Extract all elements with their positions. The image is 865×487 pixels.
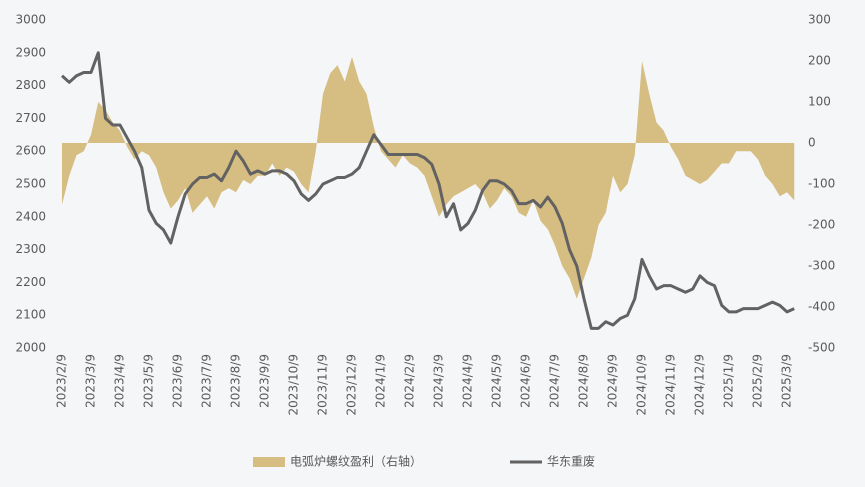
- x-tick-label: 2023/4/9: [113, 354, 127, 408]
- x-tick-label: 2024/11/9: [664, 354, 678, 416]
- x-tick-label: 2023/11/9: [316, 354, 330, 416]
- legend-swatch: [253, 457, 285, 467]
- y-tick-label: 2300: [15, 242, 46, 256]
- y-tick-label: 2100: [15, 308, 46, 322]
- y2-tick-label: -100: [808, 177, 835, 191]
- x-tick-label: 2024/10/9: [635, 354, 649, 416]
- legend-label: 华东重废: [547, 454, 595, 469]
- x-tick-label: 2024/4/9: [461, 354, 475, 408]
- y2-tick-label: -400: [808, 300, 835, 314]
- legend-label: 电弧炉螺纹盈利（右轴）: [290, 454, 422, 469]
- x-tick-label: 2023/6/9: [171, 354, 185, 408]
- x-tick-label: 2023/3/9: [84, 354, 98, 408]
- y-tick-label: 2900: [15, 45, 46, 59]
- y2-tick-label: 200: [808, 54, 831, 68]
- y-tick-label: 2400: [15, 209, 46, 223]
- x-tick-label: 2024/2/9: [403, 354, 417, 408]
- x-tick-label: 2023/9/9: [258, 354, 272, 408]
- x-tick-label: 2024/9/9: [606, 354, 620, 408]
- x-tick-label: 2025/3/9: [780, 354, 794, 408]
- x-tick-label: 2023/10/9: [287, 354, 301, 416]
- y-tick-label: 2500: [15, 177, 46, 191]
- x-tick-label: 2024/3/9: [432, 354, 446, 408]
- area: [62, 56, 795, 299]
- line: [60, 51, 795, 330]
- y-tick-label: 3000: [15, 13, 46, 27]
- y-tick-label: 2800: [15, 78, 46, 92]
- x-tick-label: 2024/6/9: [519, 354, 533, 408]
- y2-tick-label: 300: [808, 13, 831, 27]
- x-tick-label: 2023/7/9: [200, 354, 214, 408]
- x-tick-label: 2023/12/9: [345, 354, 359, 416]
- y2-tick-label: -500: [808, 341, 835, 355]
- x-tick-label: 2025/2/9: [751, 354, 765, 408]
- x-tick-label: 2024/1/9: [374, 354, 388, 408]
- y-tick-label: 2700: [15, 111, 46, 125]
- x-tick-label: 2023/5/9: [142, 354, 156, 408]
- x-tick-label: 2023/8/9: [229, 354, 243, 408]
- x-tick-label: 2024/8/9: [577, 354, 591, 408]
- y-tick-label: 2600: [15, 144, 46, 158]
- y-tick-label: 2200: [15, 275, 46, 289]
- x-tick-label: 2024/12/9: [693, 354, 707, 416]
- y2-tick-label: 0: [808, 136, 816, 150]
- x-tick-label: 2024/7/9: [548, 354, 562, 408]
- y-tick-label: 2000: [15, 341, 46, 355]
- x-tick-label: 2024/5/9: [490, 354, 504, 408]
- y2-tick-label: -200: [808, 218, 835, 232]
- y2-tick-label: 100: [808, 95, 831, 109]
- y2-tick-label: -300: [808, 259, 835, 273]
- x-tick-label: 2023/2/9: [55, 354, 69, 408]
- x-tick-label: 2025/1/9: [722, 354, 736, 408]
